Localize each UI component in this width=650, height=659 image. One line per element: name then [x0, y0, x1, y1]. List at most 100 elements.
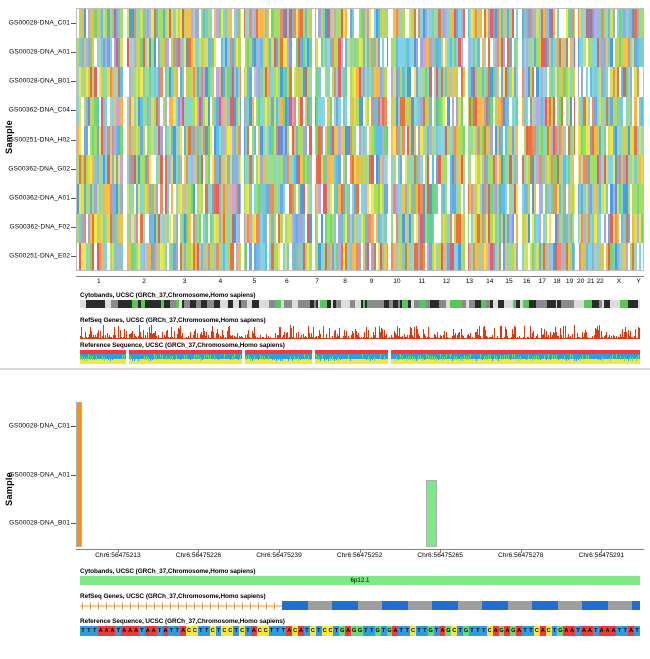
heatmap-cell — [92, 96, 95, 126]
heatmap-cell — [179, 9, 183, 39]
heatmap-cell — [505, 38, 508, 68]
gene-density-bar — [309, 332, 310, 339]
heatmap-cell — [87, 38, 91, 68]
heatmap-cell — [289, 242, 292, 270]
heatmap-cell — [85, 155, 88, 185]
cytoband-segment — [429, 300, 435, 308]
heatmap-cell — [536, 67, 539, 97]
heatmap-cell — [526, 242, 529, 270]
heatmap-cell — [325, 67, 328, 97]
gene-density-bar — [529, 337, 530, 339]
heatmap-cell — [354, 67, 357, 97]
heatmap-cell — [569, 155, 573, 185]
gene-density-bar — [189, 337, 190, 339]
reference-segment — [300, 355, 301, 360]
heatmap-cell — [377, 96, 381, 126]
gene-density-bar — [86, 337, 87, 339]
heatmap-cell — [499, 184, 502, 214]
heatmap-cell — [313, 125, 317, 156]
heatmap-cell — [481, 155, 484, 185]
gene-density-bar — [140, 331, 141, 339]
track-reference[interactable] — [80, 350, 640, 364]
reference-segment — [386, 354, 387, 359]
gene-density-bar — [159, 338, 160, 339]
heatmap-cell — [380, 96, 383, 126]
heatmap-cell — [96, 96, 99, 126]
gene-density-bar — [117, 337, 118, 339]
reference-segment — [362, 354, 363, 359]
heatmap-cell — [209, 242, 213, 270]
reference-segment — [570, 354, 571, 359]
heatmap-cell — [601, 213, 604, 243]
heatmap-cell — [477, 155, 480, 185]
heatmap-cell — [640, 96, 643, 126]
heatmap-cell — [538, 184, 541, 214]
track-cytoband[interactable] — [80, 300, 640, 308]
heatmap-cell — [188, 125, 191, 156]
gene-density-bar — [598, 329, 599, 339]
heatmap-cell — [190, 242, 193, 270]
gene-density-bar — [508, 337, 509, 339]
heatmap-cell — [424, 9, 428, 39]
heatmap-cell — [505, 242, 508, 270]
gene-utr — [308, 601, 332, 610]
heatmap-cell — [621, 184, 624, 214]
heatmap-cell — [203, 242, 206, 270]
gene-density-bar — [575, 337, 576, 339]
heatmap-cell — [386, 155, 389, 185]
heatmap-cell — [131, 67, 134, 97]
heatmap-cell — [565, 9, 568, 39]
heatmap-cell — [567, 213, 570, 243]
heatmap-cell — [572, 96, 575, 126]
heatmap-cell — [194, 125, 197, 156]
reference-segment — [150, 356, 151, 361]
heatmap-cell — [636, 38, 639, 68]
heatmap-cell — [534, 184, 537, 214]
heatmap-cell — [373, 242, 376, 270]
cytoband-segment — [490, 300, 493, 308]
variant-bar-left-edge-variant[interactable] — [76, 402, 83, 547]
heatmap-cell — [507, 213, 510, 243]
gene-density-bar — [570, 336, 571, 339]
reference-segment — [292, 356, 293, 361]
heatmap-cell — [205, 9, 208, 39]
heatmap-cell — [158, 9, 161, 39]
heatmap-cell — [404, 96, 407, 126]
heatmap-cell — [360, 38, 363, 68]
heatmap-cell — [264, 9, 268, 39]
variant-bar-green-variant[interactable] — [425, 480, 438, 547]
heatmap-cell — [553, 38, 556, 68]
gene-density-bar — [419, 335, 420, 339]
heatmap-cell — [214, 38, 217, 68]
heatmap-cell — [458, 242, 461, 270]
heatmap-cell — [173, 38, 176, 68]
heatmap-cell — [511, 125, 514, 156]
heatmap-cell — [369, 213, 372, 243]
reference-segment — [520, 356, 521, 361]
heatmap-cell — [507, 96, 510, 126]
heatmap-cell — [565, 213, 568, 243]
genome-heatmap[interactable] — [76, 8, 644, 271]
heatmap-cell — [293, 38, 297, 68]
bottom-sample-label: GS00028-DNA_A01 — [9, 471, 70, 478]
heatmap-cell — [546, 67, 550, 97]
track-cytoband-single[interactable]: 6p12.1 — [80, 576, 640, 585]
heatmap-cell — [440, 96, 443, 126]
heatmap-cell — [471, 125, 474, 156]
heatmap-cell — [391, 38, 394, 68]
sequence-base: A — [492, 626, 499, 636]
heatmap-cell — [280, 9, 283, 39]
reference-segment — [162, 355, 163, 360]
heatmap-cell — [544, 242, 547, 270]
track-gene-exons[interactable] — [80, 601, 640, 610]
heatmap-cell — [433, 9, 437, 39]
gene-density-bar — [217, 328, 218, 339]
heatmap-cell — [466, 155, 470, 185]
gene-density-bar — [565, 325, 566, 339]
variant-plot[interactable] — [76, 402, 644, 547]
track-gene-density[interactable] — [80, 325, 640, 339]
heatmap-cell — [96, 67, 99, 97]
heatmap-cell — [249, 67, 252, 97]
heatmap-cell — [196, 242, 200, 270]
